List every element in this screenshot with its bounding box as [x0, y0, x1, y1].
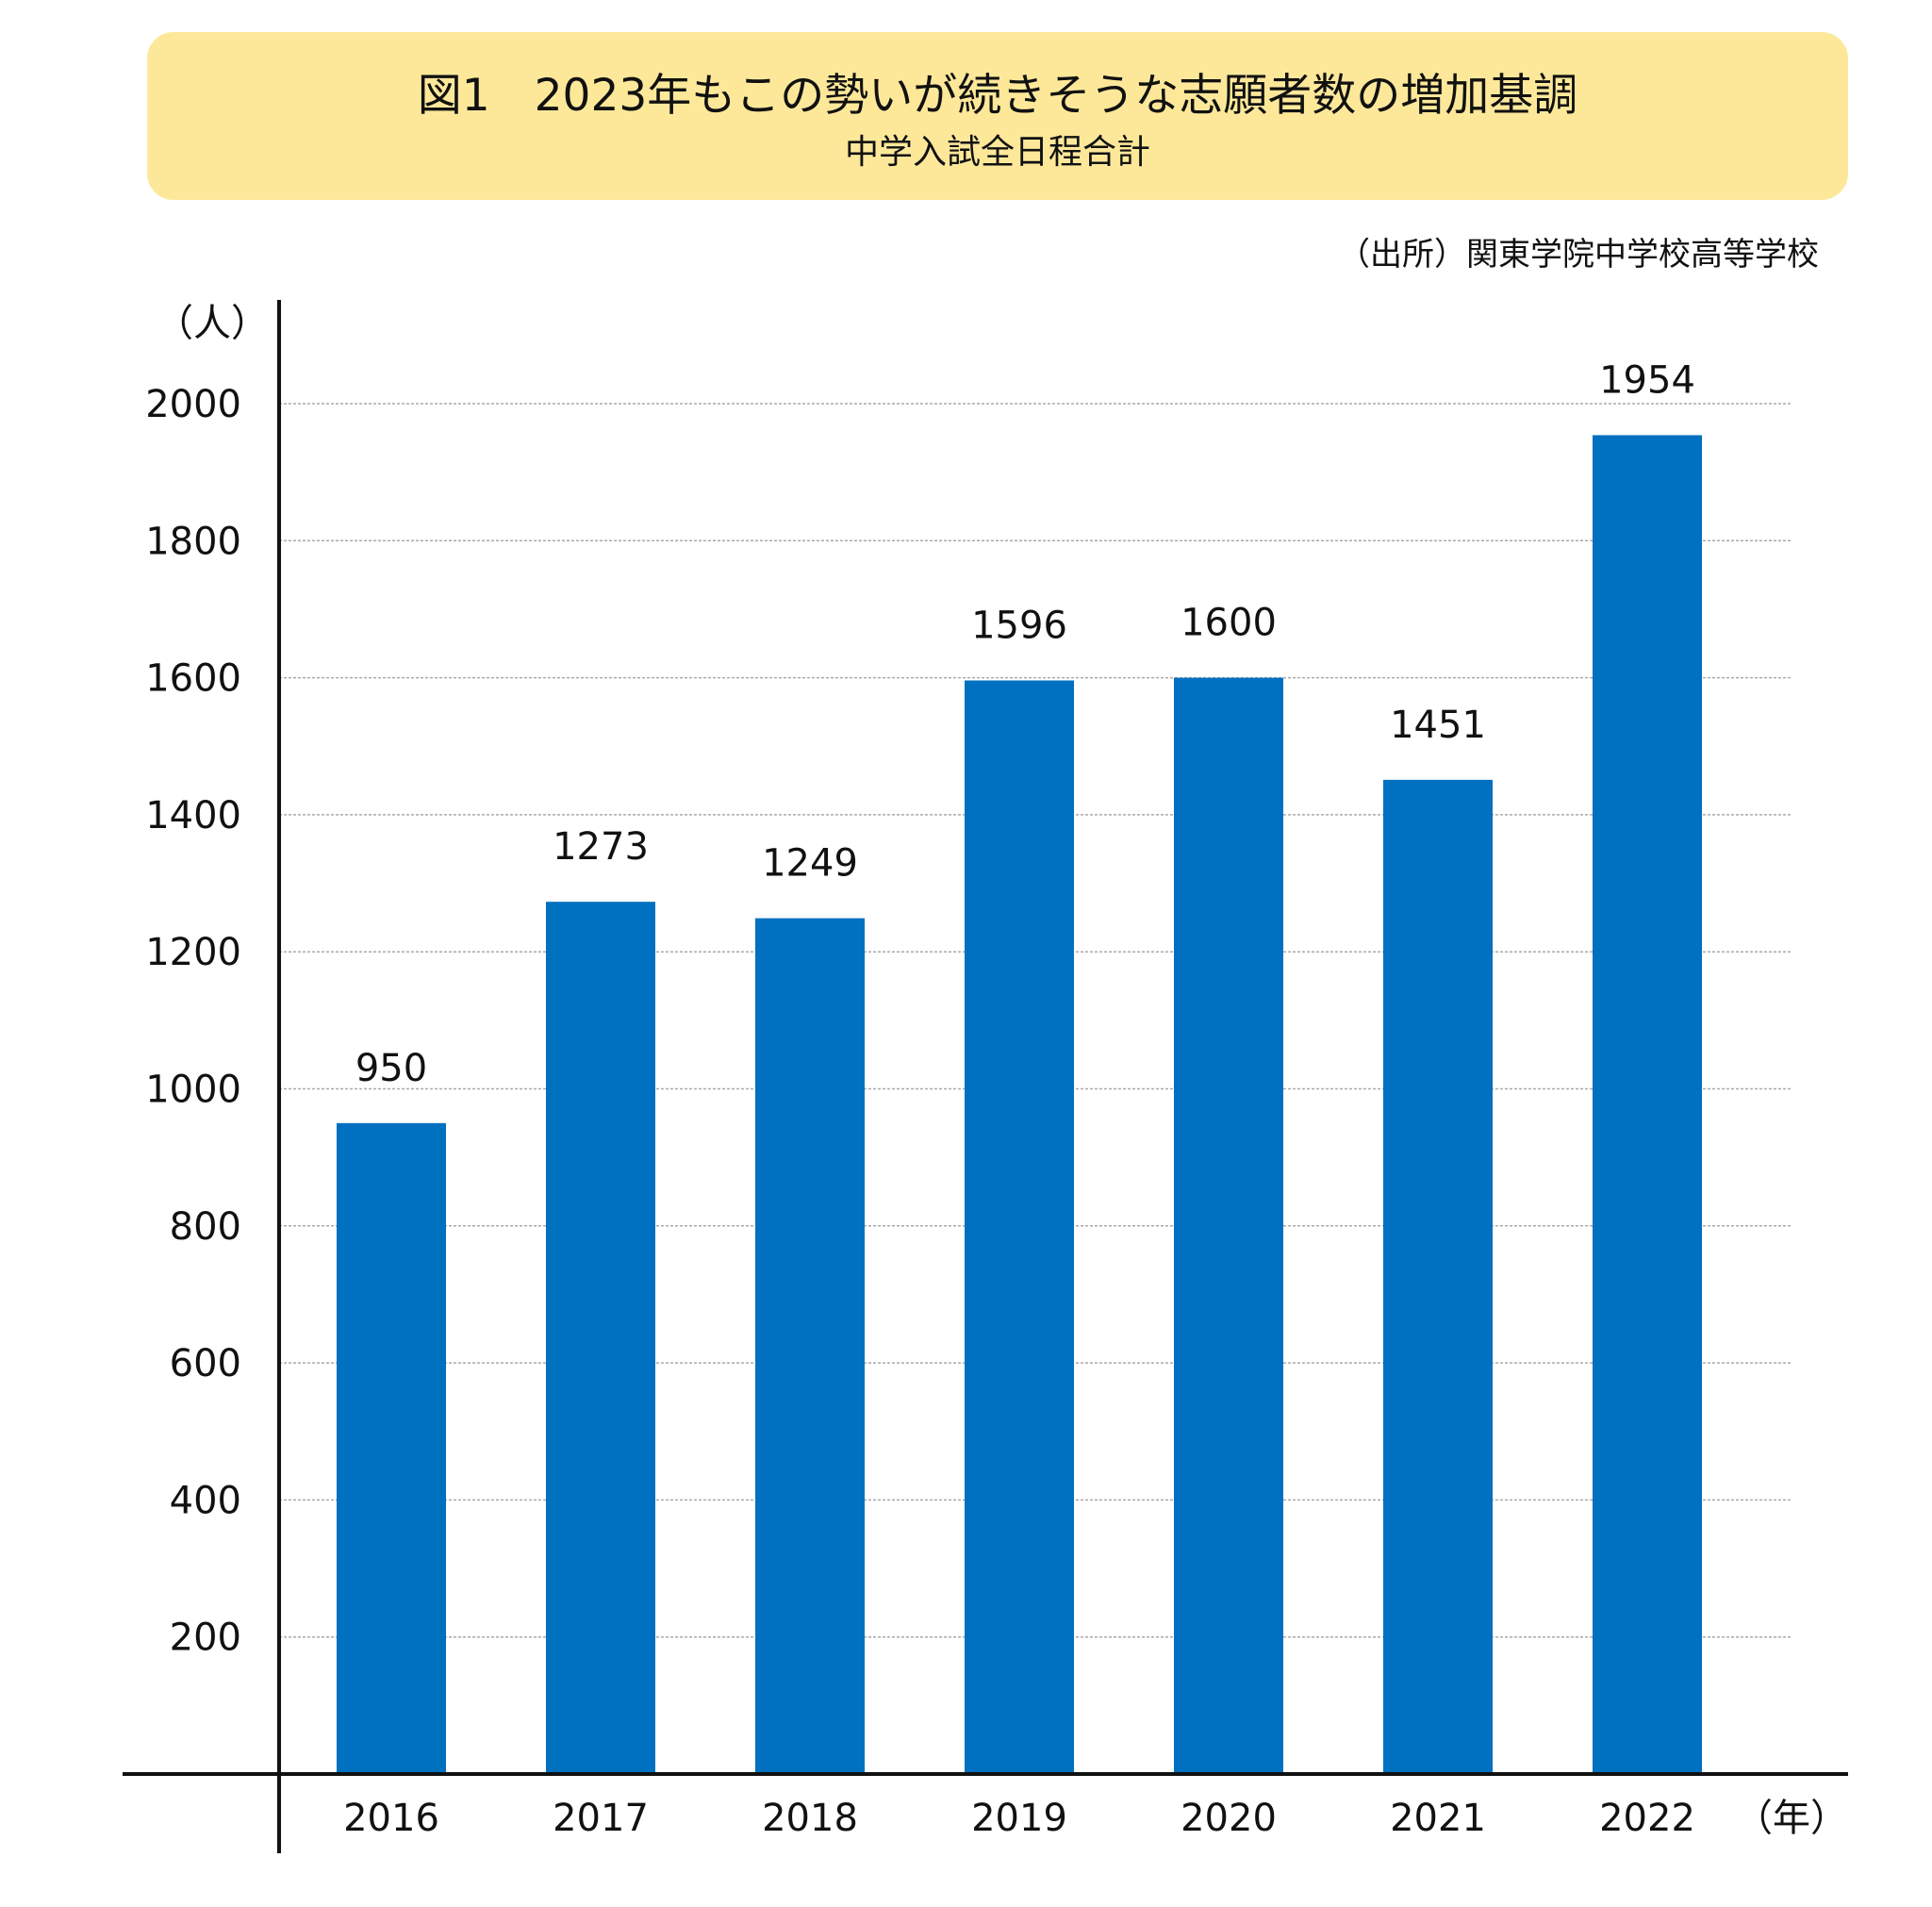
bars [337, 435, 1702, 1775]
x-tick-label-2021: 2021 [1390, 1797, 1486, 1840]
chart-subtitle: 中学入試全日程合計 [844, 133, 1150, 172]
x-axis-unit-label: （年） [1735, 1797, 1848, 1840]
y-tick-label: 2000 [145, 383, 241, 426]
y-tick-label: 1800 [145, 520, 241, 563]
y-tick-label: 1600 [145, 657, 241, 701]
x-tick-label-2017: 2017 [553, 1797, 649, 1840]
bar-2017 [546, 902, 655, 1774]
data-label-2018: 1249 [762, 842, 858, 886]
bar-2020 [1174, 677, 1283, 1774]
y-tick-label: 1400 [145, 794, 241, 837]
chart-title: 図1 2023年もこの勢いが続きそうな志願者数の増加基調 [417, 70, 1578, 122]
y-tick-label: 800 [170, 1205, 241, 1249]
bar-2022 [1593, 435, 1702, 1775]
x-tick-label-2018: 2018 [762, 1797, 858, 1840]
y-axis-unit-label: （人） [156, 302, 269, 345]
axes [123, 300, 1848, 1853]
bar-2018 [755, 918, 865, 1774]
y-tick-label: 200 [170, 1617, 241, 1660]
title-banner: 図1 2023年もこの勢いが続きそうな志願者数の増加基調 中学入試全日程合計 [147, 32, 1848, 200]
x-tick-label-2019: 2019 [971, 1797, 1067, 1840]
data-label-2016: 950 [355, 1047, 427, 1090]
bar-2021 [1383, 779, 1493, 1774]
y-tick-label: 400 [170, 1479, 241, 1522]
y-tick-label: 1200 [145, 931, 241, 974]
source-note: （出所）関東学院中学校高等学校 [1338, 236, 1819, 274]
x-tick-label-2022: 2022 [1599, 1797, 1695, 1840]
data-label-2017: 1273 [553, 825, 649, 869]
y-tick-label: 1000 [145, 1069, 241, 1112]
data-label-2022: 1954 [1599, 358, 1695, 402]
x-tick-label-2016: 2016 [343, 1797, 439, 1840]
data-label-2020: 1600 [1181, 602, 1277, 645]
bar-2016 [337, 1122, 446, 1774]
bar-2019 [965, 680, 1074, 1774]
labels: 200 400 600 800 1000 1200 1400 1600 1800 2000 950 2… [145, 358, 1695, 1840]
y-tick-label: 600 [170, 1342, 241, 1385]
x-tick-label-2020: 2020 [1181, 1797, 1277, 1840]
data-label-2019: 1596 [971, 605, 1067, 648]
data-label-2021: 1451 [1390, 704, 1486, 747]
